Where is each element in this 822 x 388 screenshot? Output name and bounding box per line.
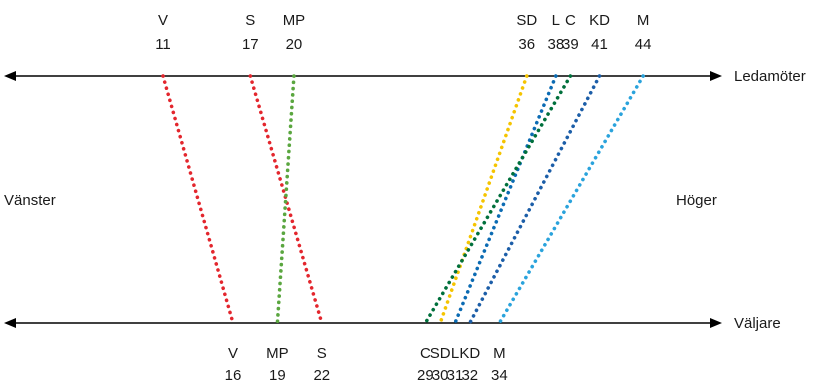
top-party-value-sd: 36	[518, 36, 535, 53]
bottom-axis: Väljare	[4, 315, 781, 332]
bottom-party-labels: V 16 S 22 MP 19 SD 30L 31 C 29 KD 32 M 34	[225, 345, 508, 384]
connector-c	[423, 74, 573, 325]
top-axis: Ledamöter	[4, 68, 806, 85]
bottom-party-value-m: 34	[491, 367, 508, 384]
bottom-party-value-c: 29	[417, 367, 434, 384]
connector-mp	[275, 74, 296, 325]
bottom-axis-right-arrow	[710, 318, 722, 328]
top-party-name-l: L	[552, 12, 560, 29]
bottom-axis-label: Väljare	[734, 315, 781, 332]
top-party-value-m: 44	[635, 36, 652, 53]
top-party-value-c: 39	[562, 36, 579, 53]
bottom-party-name-s: S	[317, 345, 327, 362]
top-party-name-c: C	[565, 12, 576, 29]
left-side-label: Vänster	[4, 192, 56, 209]
bottom-party-name-mp: MP	[266, 345, 289, 362]
top-party-name-s: S	[245, 12, 255, 29]
top-party-name-kd: KD	[589, 12, 610, 29]
top-party-labels: V 11 S 17 MP 20 SD 36 L 38C 39 KD 41 M 44	[155, 12, 651, 53]
connector-s	[248, 74, 324, 325]
bottom-party-name-l: L	[451, 345, 459, 362]
connector-sd	[438, 74, 529, 325]
top-party-value-kd: 41	[591, 36, 608, 53]
connector-kd	[467, 74, 602, 325]
top-axis-right-arrow	[710, 71, 722, 81]
bottom-party-value-mp: 19	[269, 367, 286, 384]
bottom-party-name-v: V	[228, 345, 238, 362]
bottom-party-name-c: C	[420, 345, 431, 362]
bottom-party-value-v: 16	[225, 367, 242, 384]
bottom-party-name-kd: KD	[459, 345, 480, 362]
top-party-value-s: 17	[242, 36, 259, 53]
bottom-party-value-kd: 32	[461, 367, 478, 384]
party-connectors	[161, 74, 645, 325]
bottom-party-value-l: 31	[447, 367, 464, 384]
bottom-party-name-sd: SD	[430, 345, 451, 362]
bottom-party-value-s: 22	[313, 367, 330, 384]
connector-l	[453, 74, 558, 325]
top-party-name-sd: SD	[516, 12, 537, 29]
top-party-name-mp: MP	[283, 12, 306, 29]
connector-v	[161, 74, 235, 325]
top-axis-left-arrow	[4, 71, 16, 81]
top-axis-label: Ledamöter	[734, 68, 806, 85]
top-party-name-v: V	[158, 12, 168, 29]
bottom-axis-left-arrow	[4, 318, 16, 328]
connector-m	[497, 74, 645, 325]
top-party-value-l: 38	[548, 36, 565, 53]
top-party-name-m: M	[637, 12, 650, 29]
bottom-party-name-m: M	[493, 345, 506, 362]
right-side-label: Höger	[676, 192, 717, 209]
top-party-value-mp: 20	[286, 36, 303, 53]
bottom-party-value-sd: 30	[432, 367, 449, 384]
top-party-value-v: 11	[155, 36, 171, 53]
